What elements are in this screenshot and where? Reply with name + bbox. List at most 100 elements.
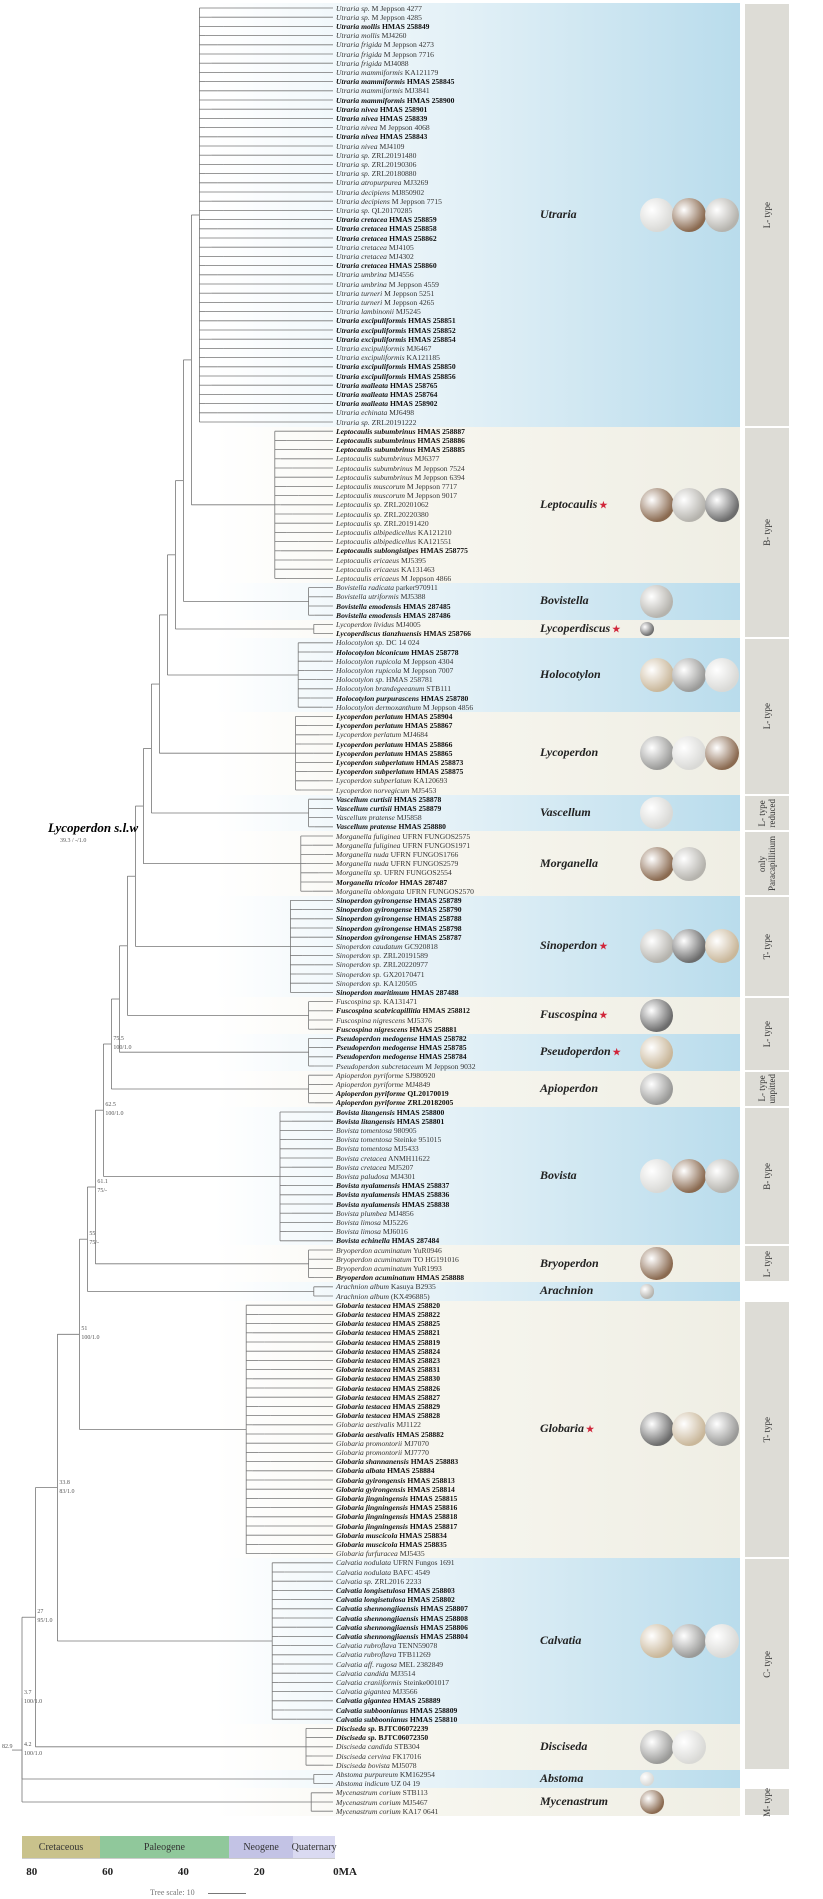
taxon-name: Bovista limosa: [336, 1227, 381, 1237]
voucher: UFRN FUNGOS1971: [402, 840, 471, 850]
taxon-name: Bovistella emodensis: [336, 610, 402, 620]
taxon-name: Globaria testacea: [336, 1328, 391, 1338]
capillitium-type-label: L- type unpitted: [757, 1074, 777, 1104]
voucher: M Jeppson 4265: [384, 297, 435, 307]
taxon-label: Bovista nyalamensis HMAS 258837: [336, 1181, 449, 1190]
taxon-label: Lycoperdon subperlatum KA120693: [336, 776, 447, 785]
taxon-name: Calvatia longisetulosa: [336, 1585, 406, 1595]
specimen-photo: [640, 1729, 674, 1764]
taxon-name: Sinoperdon gyirongense: [336, 895, 413, 905]
voucher: TFB11269: [398, 1650, 431, 1660]
specimen-photo: [640, 658, 674, 692]
taxon-name: Globaria testacea: [336, 1411, 391, 1421]
taxon-label: Calvatia nodulata UFRN Fungos 1691: [336, 1558, 455, 1567]
node-support-label: 27: [37, 1609, 44, 1616]
taxon-name: Globaria testacea: [336, 1346, 391, 1356]
voucher: KA120693: [413, 776, 448, 786]
taxon-name: Disciseda sp.: [336, 1723, 377, 1733]
taxon-label: Globaria gyirongensis HMAS 258814: [336, 1485, 455, 1494]
voucher: MJ5207: [388, 1162, 414, 1172]
voucher: HMAS 258883: [410, 1457, 459, 1467]
taxon-label: Calvatia aff. rugosa MEL 2382849: [336, 1660, 443, 1669]
taxon-label: Lycoperdon perlatum HMAS 258866: [336, 740, 452, 749]
specimen-photo: [672, 487, 707, 522]
voucher: QL20170019: [407, 1089, 449, 1099]
taxon-label: Bryoperdon acuminatum HMAS 258888: [336, 1273, 464, 1282]
taxon-name: Globaria shannanensis: [336, 1457, 409, 1467]
taxon-name: Calvatia shennongjiaensis: [336, 1613, 419, 1623]
taxon-name: Sinoperdon sp.: [336, 960, 382, 970]
voucher: UFRN Fungos 1691: [392, 1558, 455, 1568]
clade-name-text: Arachnion: [540, 1283, 594, 1298]
taxon-name: Calvatia subboonianus: [336, 1705, 408, 1715]
voucher: HMAS 258812: [422, 1006, 470, 1016]
taxon-label: Sinoperdon sp. ZRL20191589: [336, 951, 428, 960]
taxon-name: Morganella fuliginea: [336, 831, 401, 841]
taxon-name: Vascellum curtisii: [336, 794, 392, 804]
voucher: YuR1993: [413, 1263, 442, 1273]
clade-name-text: Globaria: [540, 1421, 585, 1436]
voucher: KA131471: [383, 997, 418, 1007]
taxon-name: Leptocaulis ericaeus: [336, 573, 400, 583]
voucher: MJ6016: [382, 1227, 408, 1237]
specimen-photo: [640, 1771, 655, 1787]
voucher: MJ6498: [389, 408, 415, 418]
taxon-label: Lycoperdon lividus MJ4005: [336, 620, 421, 629]
taxon-name: Utraria malleata: [336, 389, 389, 399]
voucher: MJ5433: [393, 1144, 419, 1154]
taxon-name: Leptocaulis subumbrinus: [336, 472, 413, 482]
taxon-name: Bovista nyalamensis: [336, 1181, 400, 1191]
capillitium-type: C- type: [745, 1559, 789, 1769]
taxon-label: Vascellum pratense HMAS 258880: [336, 822, 446, 831]
voucher: UFRN FUNGOS1766: [390, 849, 459, 859]
taxon-label: Bovista limosa MJ5226: [336, 1218, 408, 1227]
taxon-name: Leptocaulis albipedicellus: [336, 527, 416, 537]
taxon-label: Holocotylon sp. DC 14 024: [336, 638, 419, 647]
taxon-name: Utraria excipuliformis: [336, 353, 405, 363]
taxon-label: Leptocaulis ericaeus KA131463: [336, 565, 435, 574]
taxon-name: Holocotylon brandegeeanum: [336, 684, 425, 694]
taxon-name: Lycoperdon perlatum: [336, 721, 404, 731]
taxon-label: Utraria mammiformis HMAS 258900: [336, 96, 454, 105]
voucher: HMAS 258888: [416, 1273, 465, 1283]
taxon-name: Globaria testacea: [336, 1337, 391, 1347]
taxon-name: Sinoperdon sp.: [336, 969, 382, 979]
taxon-label: Utraria umbrina MJ4556: [336, 270, 414, 279]
capillitium-type-label: L- type: [762, 1250, 772, 1277]
capillitium-type-label: T- type: [762, 1416, 772, 1443]
voucher: HMAS 258782: [419, 1033, 467, 1043]
taxon-name: Mycenastrum corium: [336, 1797, 401, 1807]
taxon-label: Sinoperdon gyirongense HMAS 258798: [336, 924, 462, 933]
taxon-label: Leptocaulis subumbrinus MJ6377: [336, 454, 439, 463]
specimen-photo: [704, 929, 739, 964]
taxon-name: Utraria sp.: [336, 150, 370, 160]
taxon-label: Utraria mollis MJ4260: [336, 31, 406, 40]
specimen-photo: [704, 1412, 739, 1447]
era-name: Neogene: [243, 1841, 279, 1853]
taxon-label: Leptocaulis sp. ZRL20201062: [336, 500, 429, 509]
voucher: HMAS 258778: [411, 647, 459, 657]
taxon-name: Calvatia subboonianus: [336, 1714, 408, 1724]
taxon-label: Utraria sp. M Jeppson 4277: [336, 4, 422, 13]
taxon-label: Utraria sp. ZRL20190306: [336, 160, 416, 169]
voucher: HMAS 258804: [420, 1631, 468, 1641]
axis-tick-label: 20: [253, 1866, 265, 1878]
clade-name-text: Lycoperdiscus: [540, 621, 611, 635]
taxon-label: Sinoperdon caudatum GC920818: [336, 942, 438, 951]
voucher: MJ3269: [403, 178, 429, 188]
taxon-name: Lycoperdon perlatum: [336, 739, 404, 749]
voucher: MJ4005: [395, 619, 421, 629]
capillitium-type: L- type: [745, 1246, 789, 1282]
voucher: HMAS 258764: [390, 389, 438, 399]
specimen-photo: [640, 1412, 674, 1447]
taxon-name: Sinoperdon gyirongense: [336, 905, 413, 915]
taxon-name: Utraria turneri: [336, 297, 383, 307]
node-support-label: 75.5: [113, 1036, 124, 1042]
taxon-label: Bovistella emodensis HMAS 287486: [336, 611, 451, 620]
taxon-label: Bovista cretacea ANMH11622: [336, 1154, 430, 1163]
taxon-label: Globaria muscicola HMAS 258835: [336, 1540, 447, 1549]
taxon-name: Utraria nivea: [336, 113, 378, 123]
taxon-label: Utraria excipuliformis HMAS 258856: [336, 372, 456, 381]
voucher: 980905: [393, 1125, 417, 1135]
taxon-name: Pseudoperdon medogense: [336, 1043, 418, 1053]
